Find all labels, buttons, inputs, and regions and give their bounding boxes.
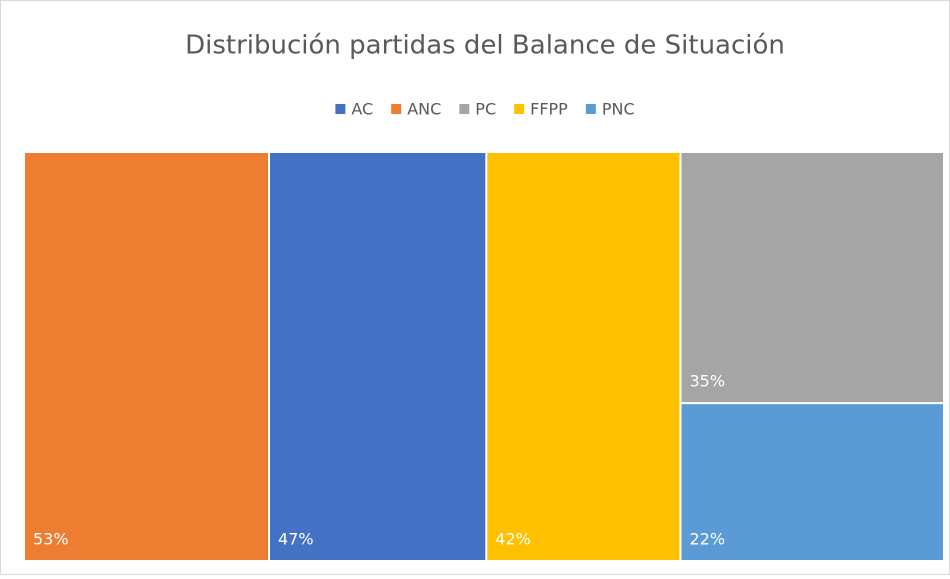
legend-swatch — [391, 104, 402, 114]
treemap-tile — [681, 404, 943, 560]
legend-swatch — [335, 104, 346, 114]
data-label: 22% — [689, 530, 725, 549]
legend-label: FFPP — [530, 100, 568, 119]
treemap-tile — [25, 153, 269, 560]
data-label: 47% — [278, 530, 314, 549]
legend-label: AC — [351, 100, 373, 119]
legend-label: PC — [475, 100, 496, 119]
treemap-tile — [681, 153, 943, 403]
legend-label: PNC — [602, 100, 635, 119]
data-label: 42% — [495, 530, 531, 549]
data-label: 35% — [689, 372, 725, 391]
treemap-tile — [270, 153, 486, 560]
legend-swatch — [459, 104, 470, 114]
data-label: 53% — [33, 530, 69, 549]
chart-title: Distribución partidas del Balance de Sit… — [185, 31, 785, 61]
treemap-tile — [487, 153, 680, 560]
legend-swatch — [514, 104, 525, 114]
legend-swatch — [585, 104, 596, 114]
legend-label: ANC — [407, 100, 441, 119]
